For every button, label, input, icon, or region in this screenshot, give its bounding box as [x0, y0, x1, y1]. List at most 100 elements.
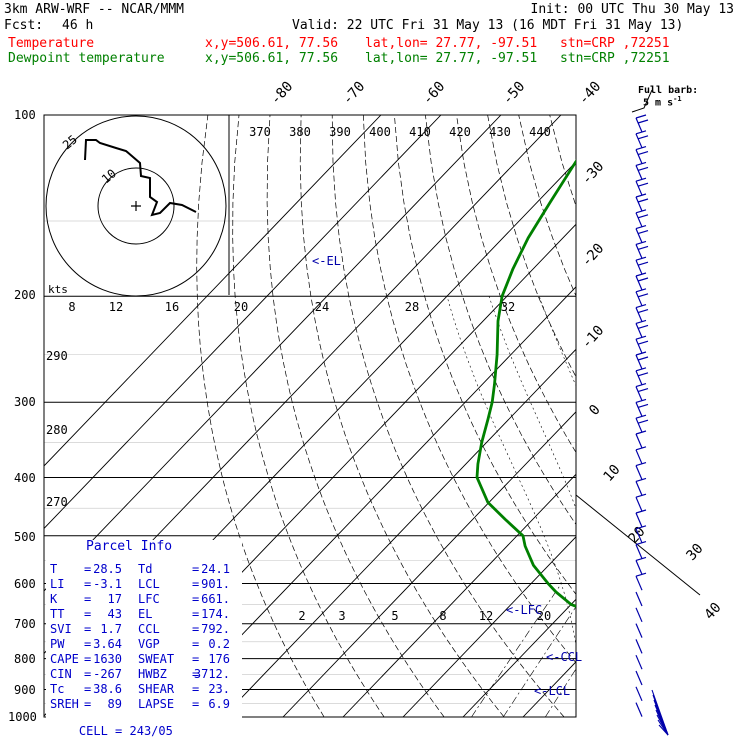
- wind-barb: [636, 194, 648, 211]
- wind-barb: [636, 655, 642, 669]
- wind-barb-flag: [638, 310, 648, 313]
- wind-barb-flag: [636, 384, 646, 387]
- wind-barb-flag: [636, 447, 646, 450]
- wind-barb-staff: [636, 466, 642, 480]
- isotherm-label: -40: [576, 79, 605, 109]
- dry-adiabat-line: [300, 115, 504, 717]
- parcel-key: CCL: [138, 622, 160, 636]
- pressure-label-600: 600: [14, 577, 36, 591]
- pressure-label-500: 500: [14, 530, 36, 544]
- wind-barb-staff: [636, 671, 642, 685]
- hodograph-center-cross: [131, 201, 141, 211]
- pressure-label-1000: 1000: [8, 710, 37, 724]
- parcel-key: PW: [50, 637, 64, 651]
- theta-label: 370: [249, 125, 271, 139]
- wb-label: 8: [68, 300, 75, 314]
- parcel-equals: =: [84, 577, 91, 591]
- theta-label: 410: [409, 125, 431, 139]
- el-marker: <-EL: [312, 254, 341, 268]
- parcel-equals: =: [192, 652, 199, 666]
- mixing-ratio-label: 3: [338, 609, 345, 623]
- adiabat-label-290: 290: [46, 349, 68, 363]
- wind-barb-flag: [636, 573, 646, 576]
- wind-barb-flag: [638, 341, 648, 344]
- mixing-ratio-line: [623, 583, 705, 717]
- isotherm-label: -50: [500, 79, 529, 109]
- barb-legend-exponent: -1: [673, 95, 681, 103]
- wind-barb-staff: [636, 703, 642, 717]
- wind-barb-staff: [636, 655, 642, 669]
- hodograph-units: kts: [48, 283, 68, 296]
- parcel-key: LI: [50, 577, 64, 591]
- isotherm-label: -20: [579, 241, 608, 271]
- parcel-key: Td: [138, 562, 152, 576]
- isotherm-label: 20: [625, 524, 648, 547]
- dry-adiabat-line: [488, 115, 740, 717]
- parcel-key: EL: [138, 607, 152, 621]
- wind-barb: [636, 226, 648, 243]
- wind-barb: [636, 478, 646, 495]
- parcel-equals: =: [84, 562, 91, 576]
- lcl-marker: <-LCL: [534, 684, 570, 698]
- wind-barb-flag: [638, 420, 648, 423]
- wind-barb: [636, 289, 648, 306]
- wind-barb-flag: [638, 246, 648, 249]
- wind-barb-staff: [636, 229, 642, 243]
- dry-adiabat-line: [363, 115, 624, 717]
- adiabat-label-280: 280: [46, 423, 68, 437]
- wind-barb-staff: [636, 639, 642, 653]
- parcel-value: 661.: [201, 592, 230, 606]
- parcel-key: CIN: [50, 667, 72, 681]
- parcel-equals: =: [192, 682, 199, 696]
- wind-barb-staff: [636, 418, 642, 432]
- dry-adiabat-line: [643, 115, 740, 717]
- wind-barb-flag: [636, 147, 646, 150]
- parcel-value: 3712.: [194, 667, 230, 681]
- parcel-key: T: [50, 562, 57, 576]
- barb-legend-units: 5 m s: [643, 97, 673, 108]
- wind-barb-flag: [636, 494, 646, 497]
- parcel-key: TT: [50, 607, 64, 621]
- wind-barb-flag: [638, 357, 648, 360]
- wind-barb-flag: [636, 194, 646, 197]
- theta-label: 430: [489, 125, 511, 139]
- wind-barb-flag: [638, 389, 648, 392]
- moist-adiabat-line: [599, 296, 669, 717]
- dry-adiabat-line: [519, 115, 740, 717]
- wind-barb-flag: [636, 210, 646, 213]
- mixing-ratio-line: [586, 583, 670, 717]
- isotherm-line: [523, 115, 740, 717]
- wb-label: 12: [109, 300, 123, 314]
- mixing-ratio-label: 2: [298, 609, 305, 623]
- pressure-label-900: 900: [14, 683, 36, 697]
- parcel-key: LFC: [138, 592, 160, 606]
- parcel-equals: =: [84, 622, 91, 636]
- theta-label: 400: [369, 125, 391, 139]
- wind-barb: [636, 671, 642, 685]
- wind-barb-staff: [636, 260, 642, 274]
- parcel-equals: =: [84, 592, 91, 606]
- parcel-key: HWBZ: [138, 667, 167, 681]
- wind-barb-staff: [636, 545, 642, 559]
- moist-adiabat-line: [670, 296, 710, 717]
- wind-barb-flag: [638, 167, 648, 170]
- wind-barb-flag: [636, 415, 646, 418]
- parcel-key: SVI: [50, 622, 72, 636]
- dry-adiabat-line: [581, 115, 740, 717]
- parcel-key: CAPE: [50, 652, 79, 666]
- wind-barb-flag: [636, 273, 646, 276]
- wind-barb-flag: [638, 136, 648, 139]
- wind-barb-staff: [636, 213, 642, 227]
- isotherm-label: -30: [579, 159, 608, 189]
- wb-label: 32: [501, 300, 515, 314]
- wind-barb-staff: [636, 118, 642, 132]
- wind-barb-flag: [638, 183, 648, 186]
- cell-value: 243/05: [130, 724, 173, 738]
- wind-barb: [636, 147, 648, 164]
- wind-barb: [636, 431, 646, 448]
- parcel-value: 1.7: [100, 622, 122, 636]
- wb-label: 24: [315, 300, 329, 314]
- mixing-ratio-label: 5: [391, 609, 398, 623]
- wind-barb-staff: [636, 687, 642, 701]
- wind-barb-staff: [636, 323, 642, 337]
